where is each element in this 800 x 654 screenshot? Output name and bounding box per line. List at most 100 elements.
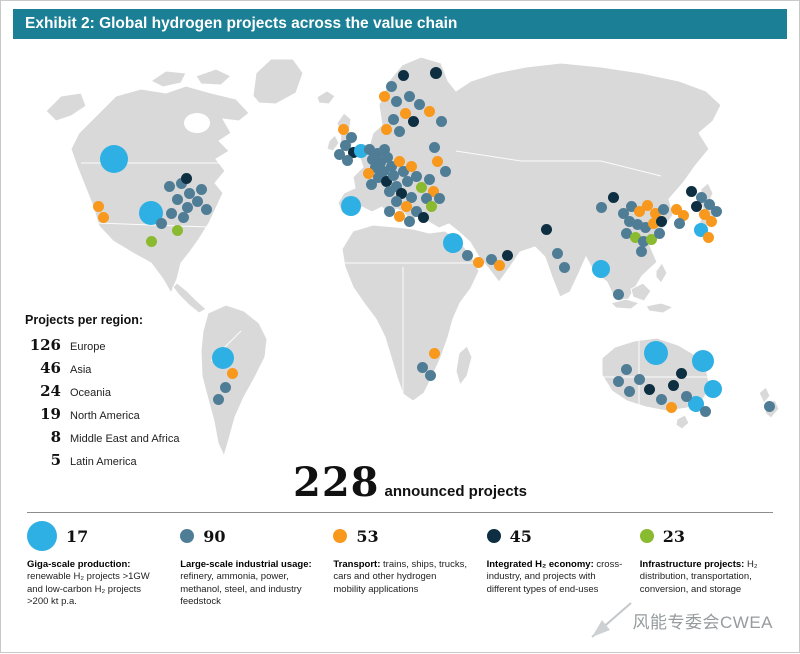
exhibit-title: Exhibit 2: Global hydrogen projects acro…	[25, 15, 458, 32]
map-point-integrated	[690, 200, 702, 212]
map-point-integrated	[607, 191, 619, 203]
map-point-industrial	[424, 369, 436, 381]
legend-lead: Large-scale industrial usage:	[180, 559, 312, 570]
map-point-industrial	[625, 200, 637, 212]
legend-head: 17	[27, 520, 164, 552]
map-point-industrial	[699, 405, 711, 417]
total-projects: 228 announced projects	[293, 459, 527, 506]
map-point-industrial	[617, 207, 629, 219]
map-point-transport	[665, 401, 677, 413]
map-point-industrial	[703, 198, 715, 210]
map-point-industrial	[385, 160, 397, 172]
map-point-giga	[100, 145, 128, 173]
projects-per-region-panel: Projects per region: 126 Europe 46 Asia …	[25, 313, 205, 474]
map-point-industrial	[635, 245, 647, 257]
legend-lead: Transport:	[333, 559, 381, 570]
legend-text: renewable H₂ projects >1GW and low-carbo…	[27, 571, 150, 608]
map-point-transport	[378, 90, 390, 102]
region-label: North America	[70, 410, 140, 422]
integrated-circle-icon	[486, 529, 501, 543]
map-point-transport	[423, 105, 435, 117]
map-point-transport	[405, 160, 417, 172]
map-point-industrial	[435, 115, 447, 127]
map-point-industrial	[387, 113, 399, 125]
map-point-industrial	[710, 205, 722, 217]
map-point-industrial	[595, 201, 607, 213]
map-point-industrial	[413, 98, 425, 110]
region-label: Oceania	[70, 387, 111, 399]
map-point-integrated	[417, 211, 429, 223]
giga-circle-icon	[27, 521, 57, 551]
map-point-transport	[97, 211, 109, 223]
map-point-industrial	[339, 139, 351, 151]
region-row: 19 North America	[25, 405, 205, 428]
map-point-integrated	[540, 223, 552, 235]
legend-divider	[27, 512, 773, 513]
map-point-infra	[629, 231, 641, 243]
legend-desc: Giga-scale production: renewable H₂ proj…	[27, 559, 164, 608]
map-point-industrial	[405, 191, 417, 203]
map-point-industrial	[390, 95, 402, 107]
region-panel-title: Projects per region:	[25, 313, 144, 327]
map-point-giga	[704, 380, 722, 398]
map-point-industrial	[410, 205, 422, 217]
map-point-transport	[400, 200, 412, 212]
map-point-transport	[647, 217, 659, 229]
map-point-transport	[393, 210, 405, 222]
legend-text: H₂ distribution, transportation, convers…	[639, 559, 758, 595]
industrial-circle-icon	[180, 529, 195, 543]
map-point-industrial	[175, 177, 187, 189]
map-point-giga	[341, 196, 361, 216]
map-point-industrial	[637, 235, 649, 247]
map-point-industrial	[371, 147, 383, 159]
map-point-infra	[645, 233, 657, 245]
map-point-integrated	[180, 172, 192, 184]
region-count: 19	[40, 405, 61, 423]
map-point-industrial	[620, 363, 632, 375]
map-point-industrial	[387, 169, 399, 181]
legend-item-giga: 17 Giga-scale production: renewable H₂ p…	[27, 520, 164, 608]
map-point-transport	[705, 215, 717, 227]
map-point-industrial	[620, 227, 632, 239]
map-point-industrial	[219, 381, 231, 393]
map-point-integrated	[380, 175, 392, 187]
map-point-transport	[92, 200, 104, 212]
region-row: 8 Middle East and Africa	[25, 428, 205, 451]
legend-desc: Integrated H₂ economy: cross-industry, a…	[487, 559, 624, 596]
map-point-industrial	[365, 178, 377, 190]
map-point-giga	[644, 341, 668, 365]
map-point-transport	[362, 167, 374, 179]
map-point-transport	[633, 205, 645, 217]
map-point-industrial	[763, 400, 775, 412]
map-point-transport	[226, 367, 238, 379]
region-label: Latin America	[70, 456, 137, 468]
map-point-transport	[493, 259, 505, 271]
region-label: Europe	[70, 341, 106, 353]
legend-lead: Giga-scale production:	[27, 559, 131, 570]
map-point-infra	[415, 181, 427, 193]
map-point-industrial	[428, 141, 440, 153]
map-point-industrial	[623, 215, 635, 227]
map-point-integrated	[347, 146, 359, 158]
map-point-transport	[380, 123, 392, 135]
map-point-industrial	[680, 390, 692, 402]
region-label: Asia	[70, 364, 92, 376]
map-point-infra	[171, 224, 183, 236]
map-point-industrial	[381, 151, 393, 163]
map-point-industrial	[420, 192, 432, 204]
map-point-industrial	[377, 165, 389, 177]
map-point-giga	[212, 347, 234, 369]
map-point-industrial	[401, 175, 413, 187]
map-point-industrial	[341, 154, 353, 166]
map-point-industrial	[612, 288, 624, 300]
region-label: Middle East and Africa	[70, 433, 180, 445]
legend-count: 23	[662, 526, 686, 546]
legend-head: 90	[180, 520, 317, 552]
map-point-industrial	[372, 171, 384, 183]
map-point-industrial	[639, 221, 651, 233]
region-count: 5	[50, 451, 61, 469]
map-point-industrial	[369, 161, 381, 173]
